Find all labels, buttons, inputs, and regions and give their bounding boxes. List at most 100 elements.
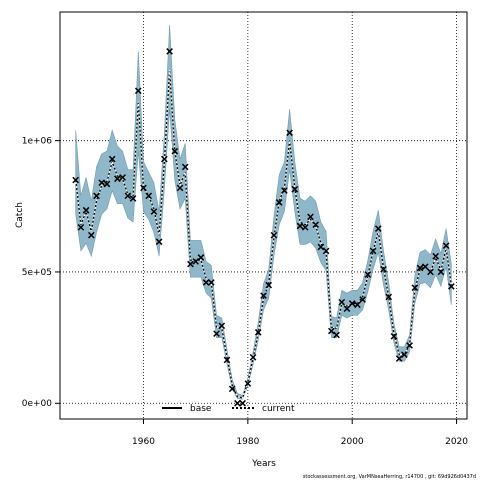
observed-point-stroke	[416, 264, 424, 272]
observed-point	[432, 252, 440, 260]
observed-point	[411, 284, 419, 292]
observed-point	[348, 300, 356, 307]
observed-point	[338, 298, 346, 306]
observed-point	[281, 187, 288, 194]
observed-point-stroke	[333, 331, 340, 339]
observed-point	[359, 296, 366, 303]
y-tick-label: 0e+00	[22, 399, 53, 409]
observed-point	[343, 305, 351, 313]
observed-point	[448, 283, 455, 290]
observed-point	[197, 254, 205, 261]
observed-point-stroke	[322, 247, 330, 255]
observed-point-stroke	[395, 355, 403, 362]
observed-point	[187, 260, 194, 268]
observed-point	[427, 268, 434, 276]
observed-point	[286, 129, 293, 137]
observed-point-stroke	[124, 192, 132, 200]
observed-point-stroke	[223, 356, 231, 364]
observed-point-stroke	[281, 187, 288, 194]
observed-point-stroke	[432, 252, 440, 260]
observed-point-stroke	[87, 231, 95, 239]
legend-current-label: current	[262, 404, 295, 414]
observed-point-stroke	[286, 129, 293, 137]
observed-point-stroke	[442, 242, 450, 250]
observed-point	[103, 180, 111, 188]
observed-point-stroke	[254, 329, 262, 336]
observed-point-stroke	[307, 213, 314, 221]
observed-point	[437, 268, 445, 276]
observed-point-stroke	[249, 353, 257, 361]
observed-point-stroke	[421, 263, 429, 271]
observed-point-stroke	[192, 258, 199, 265]
observed-point-stroke	[390, 332, 398, 340]
observed-point-stroke	[380, 265, 387, 273]
observed-point-stroke	[82, 206, 90, 214]
x-axis-title: Years	[251, 459, 276, 469]
observed-point-stroke	[129, 195, 137, 202]
observed-point-stroke	[98, 179, 106, 187]
observed-point	[176, 184, 184, 192]
observed-point	[129, 195, 137, 202]
observed-point-stroke	[312, 221, 320, 229]
observed-point-stroke	[234, 399, 241, 407]
y-tick-label: 1e+06	[22, 137, 53, 147]
observed-point	[301, 223, 309, 231]
observed-point-stroke	[385, 293, 393, 301]
observed-point-stroke	[197, 254, 205, 261]
observed-point-stroke	[328, 327, 335, 335]
observed-point-stroke	[187, 260, 194, 268]
x-tick-label: 1960	[132, 437, 155, 447]
observed-point-stroke	[239, 399, 246, 407]
observed-point-stroke	[265, 281, 273, 289]
observed-point	[140, 184, 147, 192]
x-tick-label: 2020	[445, 437, 468, 447]
observed-point	[385, 293, 393, 301]
observed-point	[260, 292, 267, 299]
observed-point	[275, 199, 283, 206]
observed-point	[218, 322, 226, 330]
observed-point	[171, 147, 179, 155]
observed-point	[98, 179, 106, 187]
x-tick-label: 2000	[341, 437, 364, 447]
observed-point	[234, 399, 241, 407]
observed-point	[390, 332, 398, 340]
observed-point-stroke	[218, 322, 226, 330]
observed-point-stroke	[213, 330, 220, 337]
x-axis: 1960 1980 2000 2020	[132, 419, 468, 447]
observed-point	[291, 185, 299, 193]
observed-point	[72, 176, 79, 184]
observed-point	[202, 279, 210, 286]
y-tick-label: 5e+05	[22, 268, 52, 278]
observed-point-stroke	[343, 305, 351, 313]
observed-point	[134, 87, 142, 95]
x-tick-label: 1980	[236, 437, 259, 447]
observed-point-stroke	[171, 147, 179, 155]
observed-point	[312, 221, 320, 229]
observed-point	[364, 271, 372, 278]
observed-point	[244, 380, 252, 387]
observed-point	[322, 247, 330, 255]
observed-point	[401, 351, 408, 358]
footnote: stockassessment.org, VarMNseaHerring, r1…	[303, 474, 476, 480]
observed-point-stroke	[296, 222, 304, 230]
observed-point	[317, 243, 325, 251]
observed-point	[192, 258, 199, 265]
plot-frame	[59, 11, 468, 420]
legend: base current	[162, 404, 295, 414]
observed-point	[265, 281, 273, 289]
observed-point-stroke	[406, 342, 413, 349]
observed-point-stroke	[348, 300, 356, 307]
observed-point	[296, 222, 304, 230]
observed-point	[354, 301, 361, 309]
observed-point	[223, 356, 231, 364]
legend-base-label: base	[190, 404, 212, 414]
observed-point	[213, 330, 220, 337]
observed-point	[181, 163, 189, 171]
observed-point	[442, 242, 450, 250]
observed-point-stroke	[244, 380, 252, 387]
observed-point	[380, 265, 387, 273]
observed-point	[249, 353, 257, 361]
observed-point	[108, 155, 116, 163]
observed-point-stroke	[72, 176, 79, 184]
